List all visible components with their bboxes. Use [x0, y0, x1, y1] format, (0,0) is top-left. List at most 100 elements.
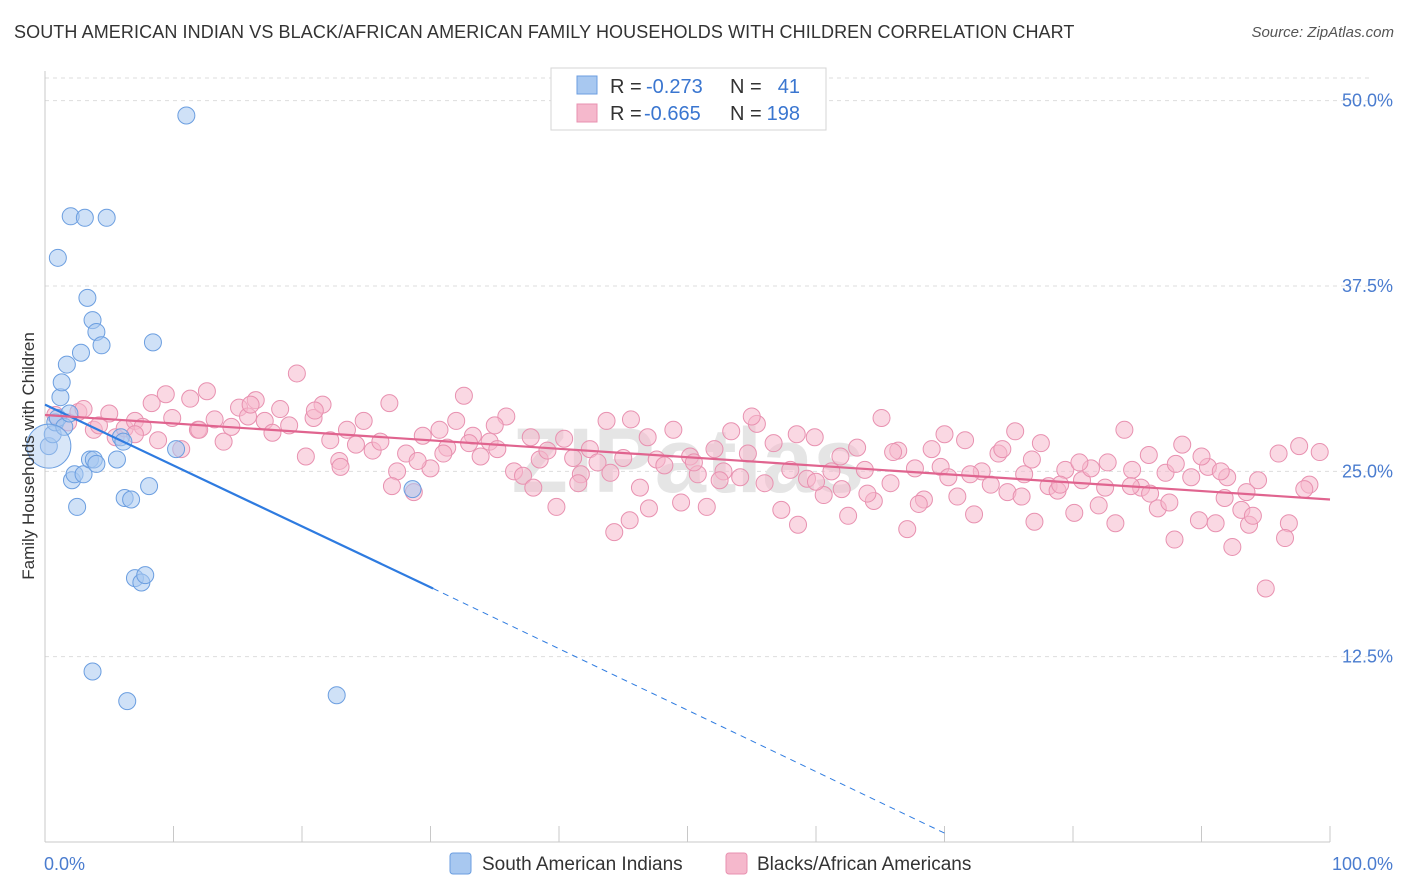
point-black-african-american — [287, 364, 306, 383]
point-black-african-american — [485, 416, 504, 435]
point-black-african-american — [1276, 529, 1295, 548]
point-black-african-american — [514, 466, 533, 485]
bottom-legend-swatch-blue — [449, 852, 472, 875]
point-black-african-american — [1237, 483, 1256, 502]
point-black-african-american — [922, 440, 941, 459]
point-black-african-american — [638, 428, 657, 447]
point-black-african-american — [781, 460, 800, 479]
point-black-african-american — [764, 434, 783, 453]
point-black-african-american — [380, 394, 399, 413]
point-south-american-indian — [327, 686, 346, 705]
point-south-american-indian — [143, 333, 162, 352]
x-tick-label-min: 0.0% — [44, 854, 85, 874]
point-black-african-american — [1211, 462, 1230, 481]
y-tick-label: 37.5% — [1342, 276, 1393, 296]
point-black-african-american — [214, 432, 233, 451]
legend-n-label-1: N = — [730, 76, 762, 98]
y-axis-title: Family Households with Children — [19, 332, 38, 580]
point-black-african-american — [1051, 475, 1070, 494]
point-black-african-american — [731, 468, 750, 487]
point-black-african-american — [710, 471, 729, 490]
point-south-american-indian — [136, 566, 155, 585]
point-black-african-american — [935, 425, 954, 444]
point-black-african-american — [1182, 468, 1201, 487]
point-black-african-american — [430, 420, 449, 439]
legend-swatch-blue — [576, 75, 598, 95]
point-black-african-american — [1006, 422, 1025, 441]
point-black-african-american — [354, 411, 373, 430]
point-black-african-american — [605, 523, 624, 542]
point-black-african-american — [1165, 530, 1184, 549]
legend-swatch-pink — [576, 103, 598, 123]
point-black-african-american — [755, 474, 774, 493]
point-black-african-american — [305, 401, 324, 420]
point-black-african-american — [488, 440, 507, 459]
point-black-african-american — [296, 447, 315, 466]
point-black-african-american — [1065, 503, 1084, 522]
point-black-african-american — [630, 478, 649, 497]
point-black-african-american — [814, 486, 833, 505]
chart-source: Source: ZipAtlas.com — [1251, 24, 1394, 41]
point-black-african-american — [981, 475, 1000, 494]
point-black-african-american — [1089, 496, 1108, 515]
point-black-african-american — [597, 411, 616, 430]
point-black-african-american — [858, 484, 877, 503]
point-black-african-american — [948, 487, 967, 506]
point-south-american-indian — [74, 465, 93, 484]
point-black-african-american — [672, 493, 691, 512]
trendline-blue-dashed — [432, 588, 945, 834]
point-black-african-american — [909, 494, 928, 513]
legend-r-label-1: R = — [610, 76, 642, 98]
point-south-american-indian-large — [26, 423, 72, 469]
point-black-african-american — [263, 423, 282, 442]
point-south-american-indian — [52, 373, 71, 392]
point-black-african-american — [382, 477, 401, 496]
point-south-american-indian — [48, 248, 67, 267]
point-black-african-american — [205, 410, 224, 429]
point-black-african-american — [1269, 444, 1288, 463]
point-black-african-american — [639, 499, 658, 518]
point-black-african-american — [1279, 514, 1298, 533]
point-black-african-american — [1106, 514, 1125, 533]
point-black-african-american — [1070, 453, 1089, 472]
point-black-african-american — [271, 400, 290, 419]
point-black-african-american — [832, 480, 851, 499]
point-black-african-american — [872, 408, 891, 427]
legend-r-value-1: -0.273 — [646, 76, 703, 98]
point-black-african-american — [142, 394, 161, 413]
point-black-african-american — [939, 468, 958, 487]
point-black-african-american — [839, 506, 858, 525]
point-black-african-american — [1025, 512, 1044, 531]
point-black-african-american — [1243, 506, 1262, 525]
point-black-african-american — [905, 459, 924, 478]
point-south-american-indian — [177, 106, 196, 125]
point-south-american-indian — [118, 692, 137, 711]
point-black-african-american — [961, 465, 980, 484]
point-black-african-american — [156, 385, 175, 404]
point-black-african-american — [655, 456, 674, 475]
point-south-american-indian — [75, 208, 94, 227]
point-south-american-indian — [71, 343, 90, 362]
point-black-african-american — [738, 444, 757, 463]
trendline-pink — [44, 413, 1331, 501]
point-black-african-american — [1098, 453, 1117, 472]
point-black-african-american — [1189, 511, 1208, 530]
point-black-african-american — [346, 435, 365, 454]
point-black-african-american — [471, 447, 490, 466]
point-black-african-american — [881, 474, 900, 493]
point-south-american-indian — [57, 355, 76, 374]
point-black-african-american — [321, 431, 340, 450]
point-black-african-american — [1192, 447, 1211, 466]
trendline-blue — [44, 403, 434, 590]
y-tick-label: 12.5% — [1342, 647, 1393, 667]
legend-n-value-1: 41 — [778, 76, 800, 98]
point-black-african-american — [805, 428, 824, 447]
point-black-african-american — [1139, 446, 1158, 465]
point-black-african-american — [789, 515, 808, 534]
point-black-african-american — [241, 395, 260, 414]
point-black-african-american — [1123, 460, 1142, 479]
point-black-african-american — [555, 429, 574, 448]
axes — [44, 71, 1331, 843]
point-black-african-american — [705, 440, 724, 459]
correlation-legend: R = -0.273 N = 41 R = -0.665 N = 198 — [550, 67, 827, 131]
